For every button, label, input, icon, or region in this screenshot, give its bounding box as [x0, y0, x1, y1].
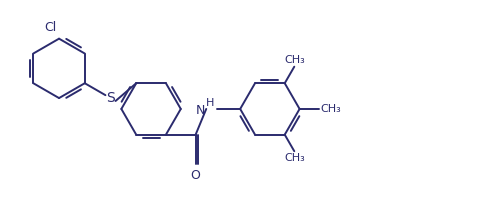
- Text: H: H: [206, 98, 214, 108]
- Text: O: O: [190, 169, 200, 182]
- Text: CH₃: CH₃: [321, 104, 342, 114]
- Text: CH₃: CH₃: [284, 153, 304, 163]
- Text: S: S: [106, 91, 115, 105]
- Text: Cl: Cl: [44, 22, 57, 34]
- Text: N: N: [196, 104, 205, 116]
- Text: CH₃: CH₃: [284, 55, 304, 65]
